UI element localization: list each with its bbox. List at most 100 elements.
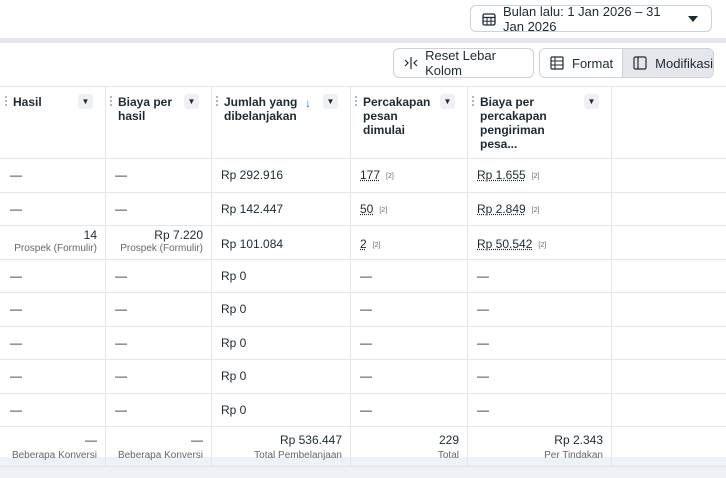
cell-percakapan: —	[360, 269, 372, 283]
cell-biaya-percakapan-value: —	[477, 402, 489, 417]
cell-biaya-percakapan: Rp 50.542 [2]	[477, 237, 546, 253]
total-biaya-pc-label: Per Tindakan	[544, 450, 603, 461]
cell-jumlah-value: Rp 0	[221, 335, 247, 350]
cell-jumlah-value: Rp 292.916	[221, 168, 284, 182]
cell-biaya-percakapan-value: —	[477, 369, 489, 383]
row-divider	[0, 426, 726, 427]
total-biaya-pc: Rp 2.343	[554, 433, 603, 447]
total-jumlah: Rp 536.447	[279, 433, 342, 447]
cell-biaya-value: —	[115, 369, 127, 383]
cell-biaya-percakapan-value: —	[477, 268, 489, 283]
cell-biaya-percakapan-value: —	[477, 302, 489, 316]
cell-biaya-percakapan: —	[477, 302, 489, 316]
cell-biaya-percakapan-value[interactable]: Rp 2.849	[477, 201, 526, 216]
cell-hasil: —	[10, 336, 22, 350]
report-panel	[0, 43, 726, 457]
cell-biaya: —	[115, 202, 127, 216]
cell-biaya: —	[115, 302, 127, 316]
cell-jumlah: Rp 101.084	[221, 237, 283, 251]
row-divider	[0, 225, 726, 226]
cell-jumlah-value: Rp 0	[221, 268, 247, 283]
column-resize-handle[interactable]	[110, 96, 114, 106]
cell-biaya: —	[115, 403, 127, 417]
cell-jumlah: Rp 0	[221, 302, 246, 316]
column-options-caret-down-icon[interactable]: ▼	[323, 94, 338, 109]
column-resize-handle[interactable]	[5, 96, 9, 106]
date-range-picker[interactable]: Bulan lalu: 1 Jan 2026 – 31 Jan 2026	[470, 3, 712, 34]
attribution-note: [2]	[538, 242, 547, 249]
row-divider	[0, 258, 726, 260]
cell-hasil: —	[10, 302, 22, 316]
cell-jumlah: Rp 0	[221, 336, 246, 350]
column-resize-handle[interactable]	[216, 96, 220, 106]
row-divider	[0, 325, 726, 327]
cell-hasil: —	[10, 403, 22, 417]
cell-jumlah-value: Rp 0	[221, 402, 247, 417]
reset-column-width-label: Reset Lebar Kolom	[425, 48, 496, 78]
row-divider	[0, 466, 726, 467]
cell-biaya-percakapan: —	[477, 269, 489, 283]
column-header-2[interactable]: Biaya per hasil	[118, 95, 179, 123]
divider-strip	[0, 38, 726, 43]
date-range-label: Bulan lalu: 1 Jan 2026 – 31 Jan 2026	[503, 3, 661, 34]
cell-percakapan-value: —	[360, 402, 372, 417]
calendar-icon	[481, 11, 497, 27]
column-resize-handle[interactable]	[472, 96, 476, 106]
cell-biaya-percakapan-value[interactable]: Rp 50.542	[477, 237, 533, 251]
cell-hasil-value: 14	[83, 228, 97, 242]
cell-percakapan-value[interactable]: 2	[360, 237, 367, 251]
column-options-caret-down-icon[interactable]: ▼	[440, 94, 455, 109]
cell-hasil: —	[10, 168, 22, 182]
column-header-4[interactable]: Percakapan pesan dimulai	[363, 95, 435, 137]
modify-button[interactable]: Modifikasi	[623, 49, 713, 77]
cell-biaya-value: —	[115, 201, 127, 216]
cell-biaya: —	[115, 369, 127, 383]
sort-desc-icon[interactable]: ↓	[305, 96, 311, 110]
total-hasil: —	[85, 433, 97, 447]
cell-biaya: —	[115, 269, 127, 283]
cell-percakapan: —	[360, 403, 372, 417]
column-header-label: Hasil	[13, 95, 42, 109]
cell-jumlah: Rp 0	[221, 369, 246, 383]
column-divider	[467, 86, 468, 466]
column-resize-handle[interactable]	[355, 96, 359, 106]
cell-biaya-value: Rp 7.220	[154, 228, 203, 242]
cell-hasil: 14	[8, 228, 97, 242]
cell-percakapan-value[interactable]: 50	[360, 201, 374, 216]
column-header-3[interactable]: Jumlah yang dibelanjakan	[224, 95, 318, 123]
caret-down-icon	[685, 11, 701, 27]
cell-biaya-percakapan: Rp 2.849 [2]	[477, 202, 540, 218]
row-divider	[0, 191, 726, 193]
column-header-label: Biaya per percakapan pengiriman pesa...	[480, 95, 547, 151]
column-header-5[interactable]: Biaya per percakapan pengiriman pesa...	[480, 95, 579, 151]
cell-percakapan: 2 [2]	[360, 237, 380, 253]
cell-biaya-percakapan: Rp 1.655 [2]	[477, 168, 540, 184]
column-options-caret-down-icon[interactable]: ▼	[78, 94, 93, 109]
cell-biaya: —	[115, 336, 127, 350]
cell-percakapan: —	[360, 336, 372, 350]
cell-jumlah: Rp 292.916	[221, 168, 283, 182]
view-button-group: Format Modifikasi	[539, 48, 714, 78]
column-divider	[211, 86, 212, 466]
cell-percakapan-value[interactable]: 177	[360, 168, 381, 182]
cell-biaya-percakapan: —	[477, 403, 489, 417]
cell-biaya-value: —	[115, 268, 127, 283]
cell-hasil-value: —	[10, 268, 22, 283]
top-bar: Bulan lalu: 1 Jan 2026 – 31 Jan 2026	[0, 0, 726, 38]
reset-column-width-button[interactable]: Reset Lebar Kolom	[393, 48, 534, 78]
column-options-caret-down-icon[interactable]: ▼	[584, 94, 599, 109]
total-hasil-label: Beberapa Konversi	[11, 450, 97, 461]
cell-percakapan: 50 [2]	[360, 202, 387, 218]
row-divider	[0, 359, 726, 360]
cell-hasil-value: —	[10, 168, 22, 182]
column-header-label: Percakapan pesan dimulai	[363, 95, 431, 137]
column-header-1[interactable]: Hasil	[13, 95, 73, 109]
cell-hasil: —	[10, 202, 22, 216]
column-options-caret-down-icon[interactable]: ▼	[184, 94, 199, 109]
ads-report-table: Hasil ▼ Biaya per hasil ▼ Jumlah yang dibela…	[0, 86, 726, 467]
cell-biaya-percakapan-value[interactable]: Rp 1.655	[477, 168, 526, 182]
cell-hasil: —	[10, 369, 22, 383]
format-button[interactable]: Format	[540, 49, 624, 77]
modify-label: Modifikasi	[655, 55, 713, 71]
total-percakapan-label: Total	[437, 450, 459, 461]
